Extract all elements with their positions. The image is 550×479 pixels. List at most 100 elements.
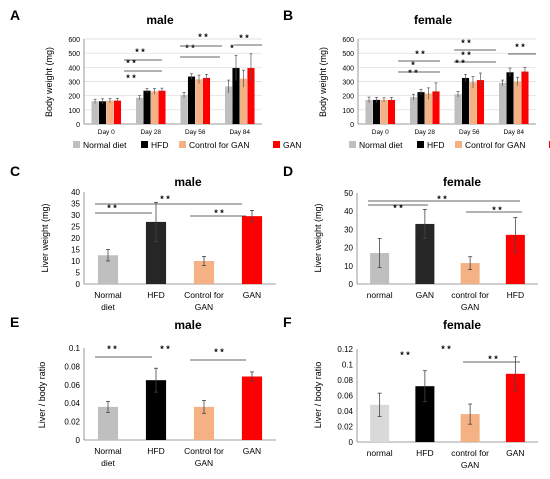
bar (370, 253, 390, 284)
x-tick-label: normal (367, 448, 393, 458)
bar (461, 77, 470, 124)
bar (135, 97, 144, 124)
y-tick-label: 30 (71, 211, 80, 220)
significance-label: * * (488, 354, 498, 364)
bar (409, 97, 418, 124)
x-tick-label: HFD (416, 448, 433, 458)
bar (224, 86, 233, 124)
y-tick-label: 0 (76, 280, 81, 289)
x-tick-label-line: HFD (147, 446, 164, 456)
bar (505, 234, 525, 284)
x-tick-label-line: Normal (94, 290, 122, 300)
legend-label: Control for GAN (189, 140, 249, 150)
y-tick-label: 0.06 (64, 381, 80, 390)
panel-letter: A (10, 7, 20, 23)
legend-swatch (273, 141, 280, 148)
significance-label: * * (515, 42, 525, 52)
x-tick-label-line: normal (367, 290, 393, 300)
bar (241, 216, 263, 284)
bar (370, 404, 390, 442)
x-tick-label: Normal diet (94, 290, 122, 312)
significance-label: * * (415, 49, 425, 59)
y-axis-label: Liver / body ratio (313, 362, 323, 429)
bar (239, 78, 248, 124)
bar (143, 90, 151, 124)
x-tick-label-line: control for (451, 448, 489, 458)
legend-swatch (417, 141, 424, 148)
legend-label: Normal diet (83, 140, 127, 150)
x-tick-label-line: GAN (195, 458, 213, 468)
y-tick-label: 0.12 (337, 345, 353, 354)
bar (521, 71, 529, 124)
y-tick-label: 50 (344, 189, 353, 198)
x-tick-label-line: GAN (461, 460, 479, 470)
bar (454, 94, 462, 124)
x-tick-label-line: GAN (243, 446, 261, 456)
y-tick-label: 600 (68, 37, 80, 44)
legend-label: HFD (427, 140, 444, 150)
x-tick-label: GAN (243, 290, 261, 300)
y-tick-label: 0 (76, 122, 80, 129)
panel-letter: E (10, 314, 19, 330)
legend-label: HFD (151, 140, 168, 150)
bar (424, 93, 433, 124)
y-tick-label: 0 (350, 122, 354, 129)
y-tick-label: 0.04 (64, 399, 80, 408)
x-tick-label: Control for GAN (184, 446, 224, 468)
chart-title: male (146, 13, 174, 27)
y-tick-label: 300 (68, 80, 80, 87)
significance-label: * * (185, 43, 195, 53)
significance-label: * * (107, 203, 117, 213)
bar (460, 263, 480, 284)
bar (193, 406, 215, 440)
bar (513, 81, 522, 124)
significance-label: * * (492, 205, 502, 215)
x-tick-label-line: control for (451, 290, 489, 300)
y-tick-label: 40 (344, 207, 353, 216)
x-tick-label-line: HFD (147, 290, 164, 300)
panel-letter: C (10, 163, 20, 179)
x-tick-label-line: HFD (507, 290, 524, 300)
x-tick-label: Day 56 (459, 129, 480, 136)
y-tick-label: 0.08 (337, 376, 353, 385)
bar (195, 79, 203, 124)
chart-title: female (414, 13, 452, 27)
legend-swatch (349, 141, 356, 148)
y-tick-label: 500 (68, 51, 80, 58)
chart-title: female (443, 318, 481, 332)
y-tick-label: 0.02 (337, 423, 353, 432)
x-tick-label: Day 84 (229, 129, 250, 136)
significance-label: * * (198, 32, 208, 42)
y-axis-label: Liver / body ratio (37, 362, 47, 429)
panel-letter: B (283, 7, 293, 23)
significance-label: * * (135, 47, 145, 57)
bar (106, 100, 114, 124)
legend-swatch (141, 141, 148, 148)
y-tick-label: 15 (71, 246, 80, 255)
y-tick-label: 300 (342, 80, 354, 87)
bar (365, 99, 373, 124)
y-tick-label: 0 (76, 436, 81, 445)
y-tick-label: 100 (68, 108, 80, 115)
y-tick-label: 0.02 (64, 418, 80, 427)
legend-label: GAN (283, 140, 301, 150)
y-tick-label: 200 (68, 94, 80, 101)
x-tick-label-line: GAN (243, 290, 261, 300)
bar (415, 223, 435, 284)
bar (145, 380, 167, 440)
bar (460, 414, 480, 442)
legend-swatch (455, 141, 462, 148)
significance-label: * * (437, 194, 447, 204)
bar (469, 82, 477, 124)
y-tick-label: 600 (342, 37, 354, 44)
x-tick-label: Day 0 (98, 129, 115, 136)
y-axis-label: Liver weight (mg) (313, 203, 323, 272)
bar (506, 72, 514, 124)
x-tick-label-line: diet (101, 458, 115, 468)
significance-label: * * (441, 344, 451, 354)
x-tick-label: GAN (506, 448, 524, 458)
